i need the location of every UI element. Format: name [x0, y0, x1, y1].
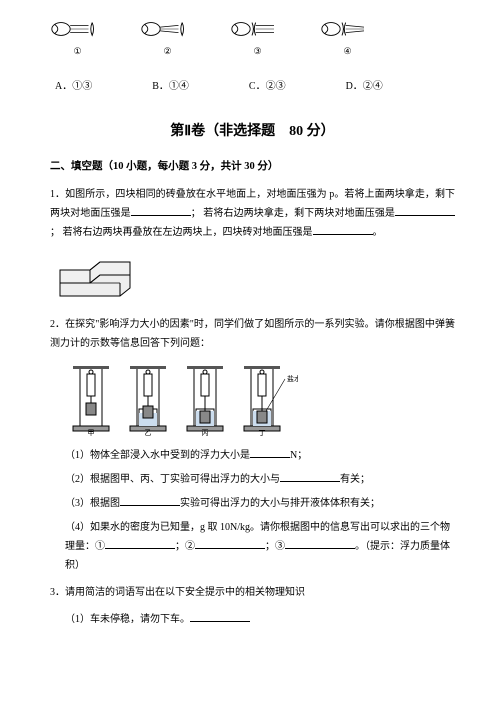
q2-sq1-a: （1）物体全部浸入水中受到的浮力大小是 [65, 450, 250, 461]
mc-options: A．①③ B．①④ C．②③ D．②④ [55, 77, 455, 92]
eye-diagram-3: ③ [230, 15, 285, 57]
blank [280, 471, 340, 482]
fig-label: 甲 [88, 429, 95, 436]
option-a: A．①③ [55, 77, 92, 92]
spring-scale-4-icon: 盐水 丁 [236, 361, 298, 436]
spring-scale-1-icon: 甲 [65, 361, 117, 436]
eye-lens-icon [230, 15, 285, 43]
q2-sub1: （1）物体全部浸入水中受到的浮力大小是 N； [65, 446, 455, 465]
q2-sq1-b: N； [290, 450, 307, 461]
blank [313, 224, 373, 235]
eye-label-4: ④ [343, 46, 351, 57]
blank [131, 205, 191, 216]
option-c: C．②③ [249, 77, 286, 92]
eye-label-1: ① [73, 46, 81, 57]
eye-label-3: ③ [253, 46, 261, 57]
fig-label: 丙 [202, 429, 209, 436]
q2-sq2-b: 有关； [340, 474, 370, 485]
q1-text-d: 。 [373, 227, 383, 238]
q3-sq1-a: （1）车未停稳，请勿下车。 [65, 614, 190, 625]
question-2-intro: 2．在探究"影响浮力大小的因素"时，同学们做了如图所示的一系列实验。请你根据图中… [50, 315, 455, 353]
spring-scale-figures: 甲 乙 丙 盐水 丁 [65, 361, 455, 436]
section-title: 第Ⅱ卷（非选择题 80 分） [50, 120, 455, 140]
bricks-icon [55, 250, 140, 298]
q2-sub3: （3）根据图 实验可得出浮力的大小与排开液体体积有关； [65, 494, 455, 513]
question-1: 1．如图所示，四块相同的砖叠放在水平地面上，对地面压强为 p。若将上面两块拿走，… [50, 185, 455, 242]
blank [195, 538, 265, 549]
q3-sub1: （1）车未停稳，请勿下车。 [65, 610, 455, 629]
blank [395, 205, 455, 216]
q2-sq3-a: （3）根据图 [65, 498, 120, 509]
blank [250, 447, 290, 458]
eye-lens-icon [320, 15, 375, 43]
eye-label-2: ② [163, 46, 171, 57]
q2-sq3-b: 实验可得出浮力的大小与排开液体体积有关； [180, 498, 380, 509]
salt-water-label: 盐水 [287, 374, 298, 383]
eye-lens-icon [140, 15, 195, 43]
q2-sq4-b: ；② [175, 541, 195, 552]
q2-sq2-a: （2）根据图甲、丙、丁实验可得出浮力的大小与 [65, 474, 280, 485]
blank [120, 495, 180, 506]
blank [105, 538, 175, 549]
bricks-figure [55, 250, 455, 301]
option-b: B．①④ [152, 77, 189, 92]
q2-sub4: （4）如果水的密度为已知量，g 取 10N/kg。请你根据图中的信息写出可以求出… [65, 518, 455, 575]
q1-text-b: ； 若将右边两块拿走，剩下两块对地面压强是 [191, 208, 395, 219]
option-d: D．②④ [346, 77, 383, 92]
eye-diagram-1: ① [50, 15, 105, 57]
q2-sub2: （2）根据图甲、丙、丁实验可得出浮力的大小与 有关； [65, 470, 455, 489]
spring-scale-2-icon: 乙 [122, 361, 174, 436]
blank [285, 538, 355, 549]
eye-lens-icon [50, 15, 105, 43]
eye-diagram-row: ① ② ③ ④ [50, 15, 455, 57]
q1-text-c: ； 若将右边两块再叠放在左边两块上，四块砖对地面压强是 [50, 227, 313, 238]
subsection-heading: 二、填空题（10 小题，每小题 3 分，共计 30 分） [50, 158, 455, 173]
q2-sq4-c: ；③ [265, 541, 285, 552]
blank [190, 611, 250, 622]
spring-scale-3-icon: 丙 [179, 361, 231, 436]
fig-label: 乙 [145, 429, 152, 436]
eye-diagram-4: ④ [320, 15, 375, 57]
fig-label: 丁 [259, 429, 266, 436]
question-3-intro: 3．请用简洁的词语写出在以下安全提示中的相关物理知识 [50, 583, 455, 602]
eye-diagram-2: ② [140, 15, 195, 57]
